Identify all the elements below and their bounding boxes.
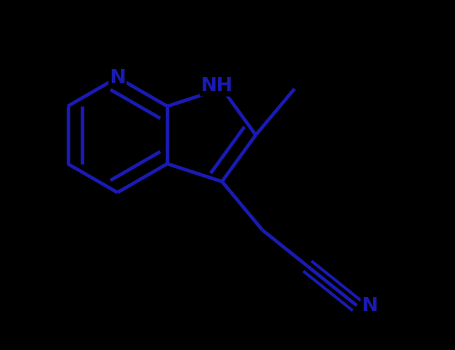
Text: N: N xyxy=(361,296,377,315)
Text: N: N xyxy=(109,68,126,87)
Text: NH: NH xyxy=(201,77,233,96)
